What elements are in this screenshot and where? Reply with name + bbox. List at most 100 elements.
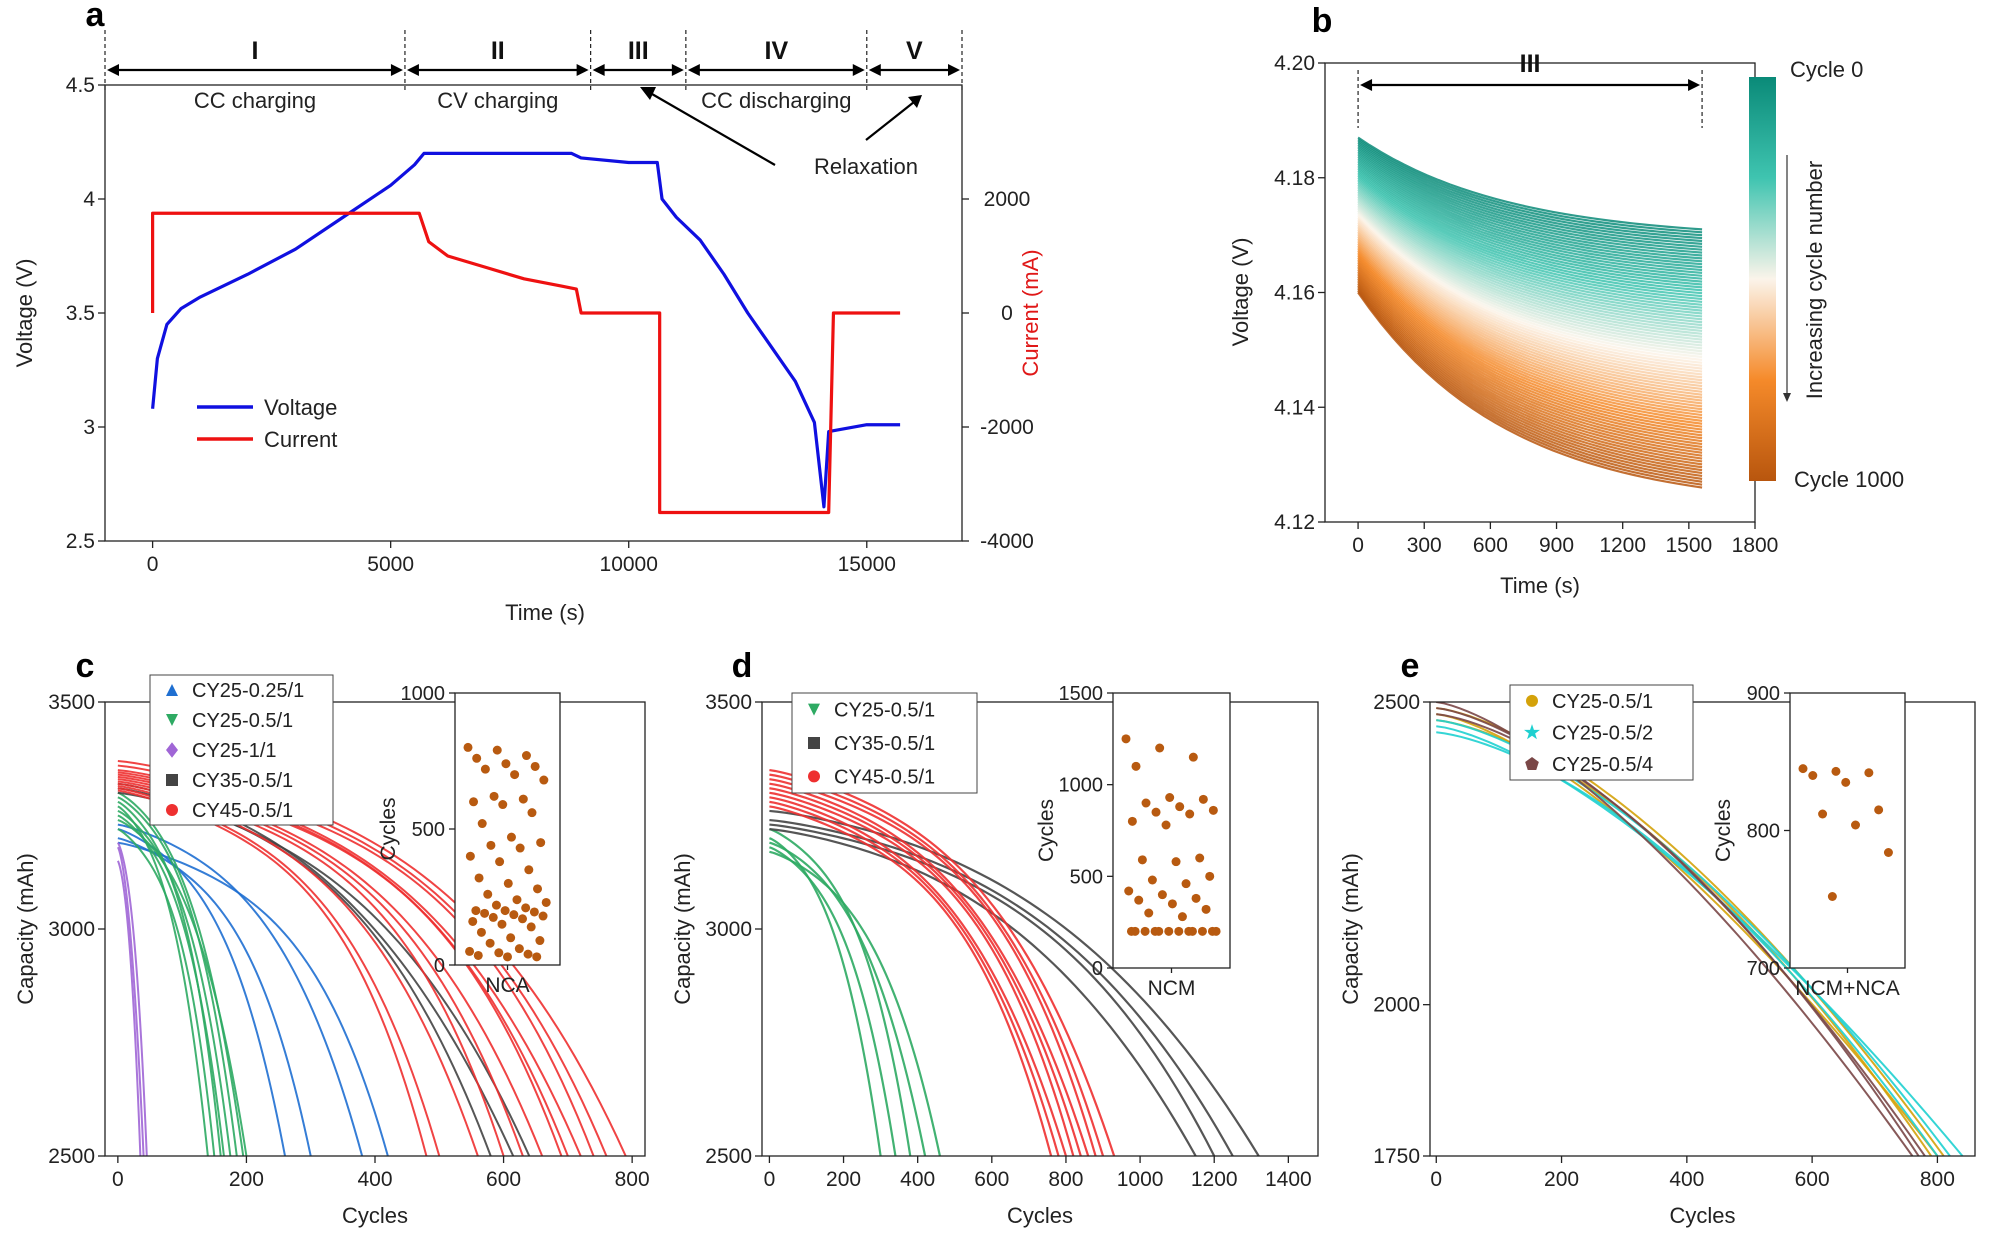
cycle-curve [1357, 248, 1703, 417]
colorbar-bottom-label: Cycle 1000 [1794, 467, 1904, 492]
cycle-curve [1357, 211, 1703, 356]
legend-marker [808, 703, 820, 716]
x-tick-label: 400 [357, 1168, 392, 1191]
y-tick-label: 3000 [48, 918, 95, 941]
cycle-curve [1357, 229, 1703, 385]
cycle-curve [1357, 157, 1703, 266]
y-tick-label: 2500 [48, 1145, 95, 1168]
x-tick-label: 0 [147, 553, 159, 576]
inset-point [509, 910, 519, 920]
x-tick-label: 300 [1407, 534, 1442, 557]
inset-point [1208, 805, 1218, 815]
capacity-curve [117, 814, 225, 1156]
cycle-curve [1357, 216, 1703, 364]
x-tick-label: 600 [1795, 1168, 1830, 1191]
inset-point [469, 797, 479, 807]
cycle-curve [1357, 206, 1703, 347]
cycle-curve [1357, 209, 1703, 353]
x-tick-label: 800 [1920, 1168, 1955, 1191]
x-tick-label: 10000 [600, 553, 658, 576]
arrowhead [908, 95, 922, 108]
series-CY25-1/1 [116, 842, 148, 1156]
x-tick-label: 1200 [1191, 1168, 1238, 1191]
cycle-curve [1357, 202, 1703, 341]
inset-point [492, 745, 502, 755]
inset-point [472, 753, 482, 763]
inset-y-tick-label: 800 [1747, 821, 1780, 843]
inset-point [1883, 848, 1893, 857]
relaxation-arrow [651, 93, 776, 166]
cycle-curve [1357, 197, 1703, 333]
capacity-curve [117, 782, 515, 1156]
inset-point [527, 808, 537, 818]
inset-y-tick-label: 700 [1747, 958, 1780, 980]
y-tick-label: 4.18 [1274, 167, 1315, 190]
cycle-curve [1357, 276, 1703, 463]
cycle-curve [1357, 281, 1703, 472]
relaxation-label: Relaxation [814, 154, 918, 179]
inset-point [465, 946, 475, 956]
stage-label: III [1520, 50, 1541, 78]
inset-point [480, 908, 490, 918]
capacity-curve [769, 841, 927, 1156]
inset-y-tick-label: 0 [434, 955, 445, 977]
legend-marker [1524, 724, 1540, 740]
cycle-curve [1357, 180, 1703, 304]
cycle-curve [1357, 183, 1703, 309]
inset-point [494, 948, 504, 958]
inset-point [1177, 912, 1187, 922]
x-tick-label: 200 [229, 1168, 264, 1191]
x-tick-label: 600 [974, 1168, 1009, 1191]
arrowhead [671, 64, 684, 76]
y-tick-label: 3000 [705, 918, 752, 941]
y-axis-title: Capacity (mAh) [13, 853, 38, 1005]
current-line [151, 211, 901, 515]
inset-point [1137, 855, 1147, 865]
inset: 700 800 900 Cycles NCM+NCA [1712, 683, 1906, 1000]
x-tick-label: 400 [1669, 1168, 1704, 1191]
legend-label: CY45-0.5/1 [192, 800, 293, 822]
inset-point [1798, 764, 1808, 774]
inset-point [1155, 743, 1165, 753]
inset-point [498, 800, 508, 810]
panel-letter: a [86, 0, 106, 34]
cycle-curve [1357, 145, 1703, 245]
cycle-curve [1357, 155, 1703, 263]
capacity-curve [117, 805, 209, 1156]
legend-marker [166, 684, 178, 696]
arrowhead [406, 64, 419, 76]
inset-point [1167, 899, 1177, 909]
x-tick-label: 15000 [838, 553, 896, 576]
capacity-curve [769, 787, 1082, 1156]
cycle-curve [1357, 277, 1703, 466]
capacity-curve [117, 841, 389, 1156]
cycle-curve [1357, 272, 1703, 457]
inset-point [506, 832, 516, 842]
x-axis-title: Cycles [342, 1203, 408, 1228]
inset-category: NCM+NCA [1795, 977, 1899, 1000]
inset-point [503, 878, 513, 888]
legend-label: CY25-0.5/1 [1552, 691, 1653, 713]
legend-marker [1526, 694, 1538, 707]
inset-point [1185, 809, 1195, 819]
cycle-curve [1357, 250, 1703, 420]
arrowhead [390, 64, 403, 76]
x-tick-label: 200 [1544, 1168, 1579, 1191]
x-tick-label: 1000 [1117, 1168, 1164, 1191]
inset-y-tick-label: 500 [412, 819, 445, 841]
inset-point [1181, 879, 1191, 889]
legend-label: Voltage [264, 395, 337, 420]
inset-point [539, 775, 549, 785]
cycle-curve [1357, 178, 1703, 301]
cycle-curve [1357, 225, 1703, 379]
cycle-curve [1357, 267, 1703, 449]
arrowhead [687, 64, 700, 76]
x-axis-title: Time (s) [505, 600, 585, 625]
inset-point [486, 840, 496, 850]
cycle-curve [1357, 243, 1703, 408]
inset-point [533, 884, 543, 894]
colorbar-top-label: Cycle 0 [1790, 57, 1863, 82]
inset-point [1131, 761, 1141, 771]
inset-point [1171, 857, 1181, 867]
inset-point [510, 770, 520, 780]
